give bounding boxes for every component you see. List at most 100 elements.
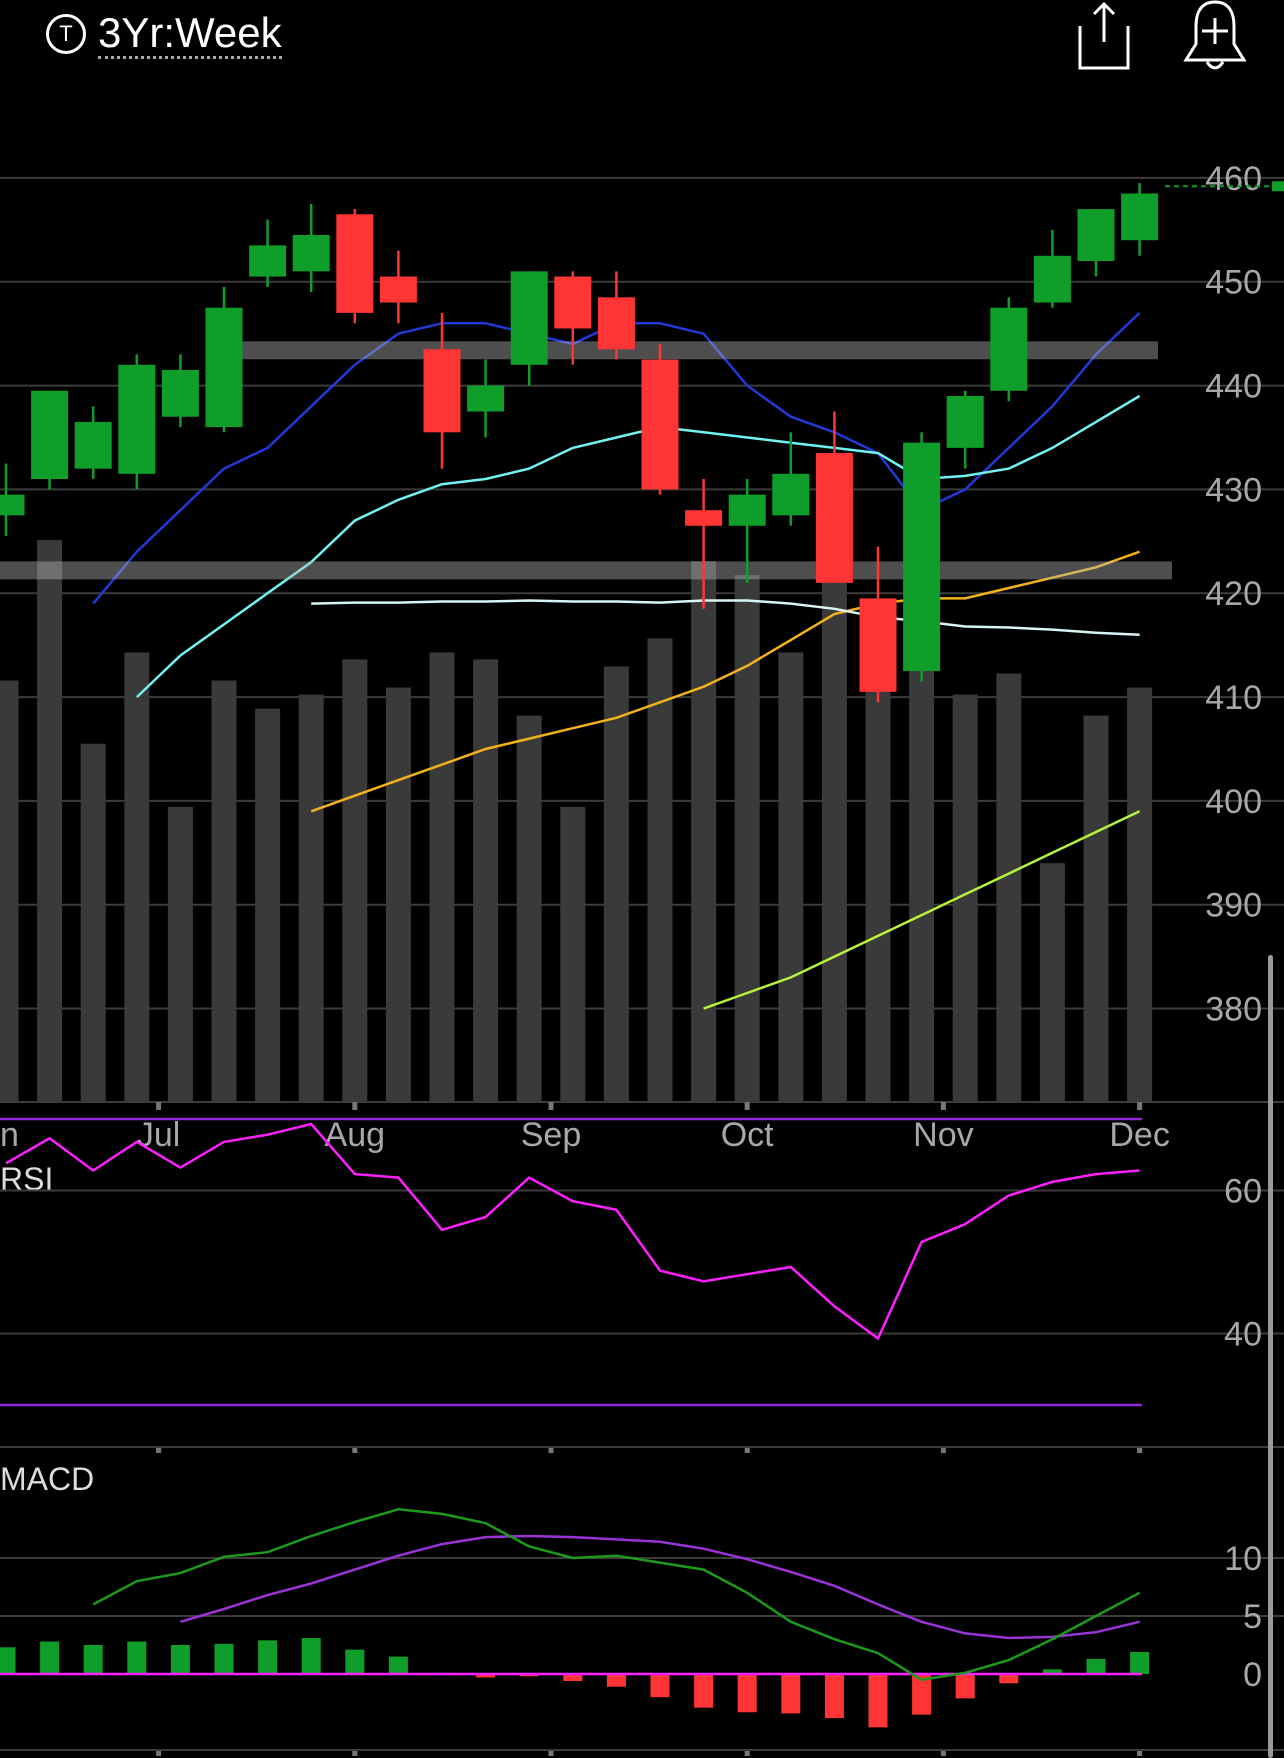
volume-bar [1039,863,1065,1102]
candle-body [1077,209,1115,261]
moving-average-line [310,550,1141,813]
rsi-line [5,1122,1140,1341]
rsi-panel: RSI 60 40 [0,1117,1284,1448]
volume-bar [516,715,542,1102]
x-tick-label: Oct [721,1116,774,1154]
candle-body [859,598,897,692]
volume-bar [865,666,891,1102]
volume-bar [342,659,368,1102]
candle-body [946,395,984,448]
support-band [0,561,1172,580]
candle-body [1033,255,1071,303]
volume-bar [385,687,411,1102]
candle-body [990,307,1028,391]
macd-histogram-bar [1130,1651,1150,1674]
price-tick-label: 410 [1205,679,1262,717]
candle-body [554,276,592,329]
candle-body [161,370,199,417]
volume-bar [909,631,935,1102]
macd-histogram-bar [170,1645,190,1674]
candle-body [0,494,25,516]
macd-histogram-bar [345,1649,365,1674]
rsi-tick-label: 40 [1224,1316,1262,1354]
volume-bar [473,659,499,1102]
candle-body [292,235,330,272]
share-icon [1078,1,1130,70]
macd-histogram-bar [388,1656,408,1674]
volume-bar [691,561,717,1102]
add-alert-button[interactable] [1180,0,1250,72]
volume-bar [124,652,150,1102]
macd-tick-label: 5 [1243,1598,1262,1636]
price-tick-label: 450 [1205,264,1262,302]
x-tick-label: Jul [137,1116,180,1154]
candle-body [74,421,112,469]
candle-body [205,307,243,428]
scrollbar[interactable] [1268,955,1273,1758]
macd-histogram-bar [258,1640,278,1674]
x-tick-label: Dec [1109,1116,1169,1154]
macd-histogram-bar [824,1674,844,1719]
moving-average-line [311,599,1140,637]
macd-histogram-bar [781,1674,801,1714]
candle-body [118,364,156,474]
candle-body [815,453,853,583]
last-price-marker [1272,181,1284,192]
candle-body [31,390,69,480]
rsi-tick-label: 60 [1224,1173,1262,1211]
volume-bar [167,806,193,1102]
macd-line [92,1508,1141,1682]
share-button[interactable] [1070,0,1136,72]
macd-histogram-bar [955,1674,975,1699]
volume-bar [734,575,760,1102]
macd-histogram-bar [127,1641,147,1674]
macd-histogram-bar [40,1641,60,1674]
add-alert-bell-icon [1183,0,1247,70]
x-tick-label: Aug [325,1116,386,1154]
top-toolbar: T 3Yr:Week [0,0,1284,80]
candle-body [379,276,417,303]
candle-body [467,385,505,412]
macd-histogram-bar [999,1674,1019,1684]
volume-bar [298,694,324,1102]
macd-tick-label: 10 [1224,1540,1262,1578]
rsi-title: RSI [0,1161,53,1197]
price-tick-label: 420 [1205,575,1262,613]
candle-body [336,214,374,313]
macd-histogram-bar [83,1645,103,1674]
macd-tick-label: 0 [1243,1656,1262,1694]
price-tick-label: 400 [1205,783,1262,821]
candle-body [772,473,810,516]
volume-bar [37,540,63,1102]
candlesticks [0,183,1159,703]
macd-histogram-bar [563,1674,583,1681]
price-tick-label: 380 [1205,991,1262,1029]
macd-histogram-bar [301,1638,321,1674]
volume-bar [778,652,804,1102]
candle-body [597,297,635,350]
volume-bar [647,638,673,1102]
price-tick-label: 390 [1205,887,1262,925]
candle-body [685,510,723,526]
x-tick-label: Sep [521,1116,582,1154]
volume-bar [603,666,629,1102]
ticker-t-icon: T [46,14,86,54]
macd-histogram-bar [476,1674,496,1678]
volume-bar [211,680,237,1102]
price-axis: 460 450 440 430 420 410 400 390 380 [1165,160,1284,1029]
macd-title: MACD [0,1461,94,1497]
price-tick-label: 430 [1205,471,1262,509]
price-tick-label: 440 [1205,368,1262,406]
volume-bar [80,743,106,1102]
volume-bars [0,540,1153,1102]
macd-signal-line [180,1534,1140,1640]
macd-panel: MACD 10 5 0 [0,1461,1284,1751]
macd-histogram-bar [912,1674,932,1715]
time-range-button[interactable]: T 3Yr:Week [46,6,282,62]
volume-bar [996,673,1022,1102]
candle-body [1121,193,1159,241]
macd-histogram-bar [606,1674,626,1687]
x-axis: n Jul Aug Sep Oct Nov Dec [0,1102,1170,1756]
volume-bar [255,708,281,1102]
